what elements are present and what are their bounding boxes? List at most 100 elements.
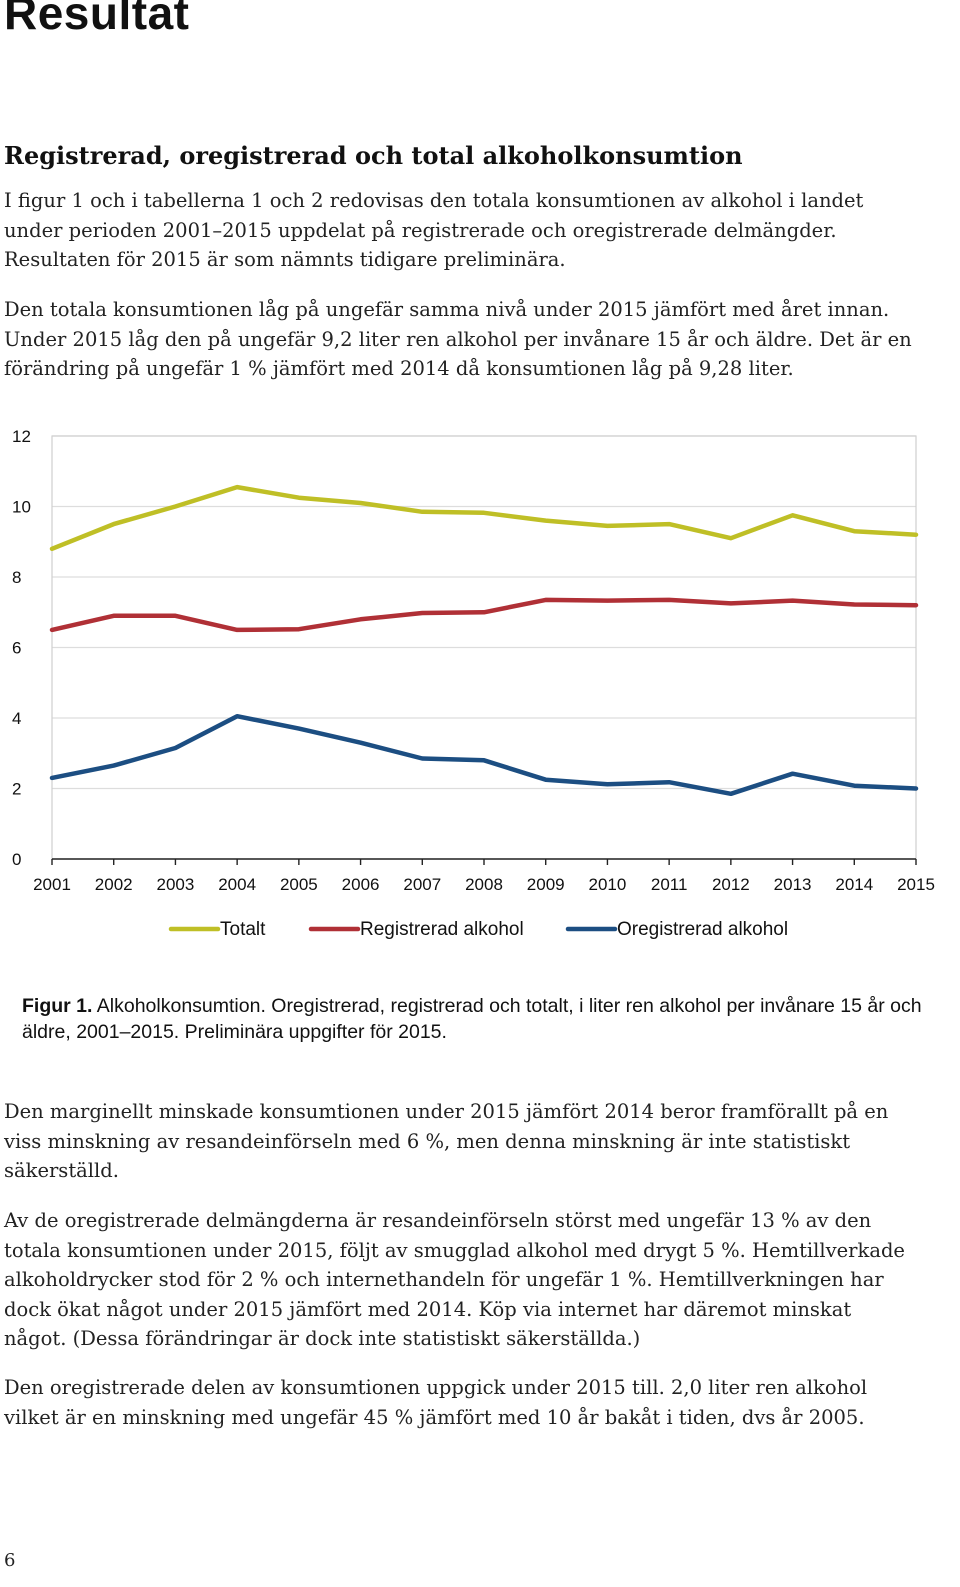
- y-tick-label: 2: [12, 780, 21, 799]
- paragraph-line: förändring på ungefär 1 % jämfört med 20…: [4, 357, 794, 380]
- page-number: 6: [4, 1550, 16, 1571]
- paragraph-line: viss minskning av resandeinförseln med 6…: [4, 1129, 851, 1153]
- paragraph-line: totala konsumtionen under 2015, följt av…: [4, 1238, 905, 1262]
- paragraph-line: Av de oregistrerade delmängderna är resa…: [4, 1209, 872, 1232]
- data-point: [111, 522, 116, 526]
- paragraph-line: alkoholdrycker stod för 2 % och internet…: [4, 1268, 884, 1291]
- page-title: Resultat: [4, 0, 190, 39]
- paragraph-line: Den totala konsumtionen låg på ungefär s…: [4, 298, 890, 321]
- section-heading: Registrerad, oregistrerad och total alko…: [4, 141, 743, 170]
- data-point: [667, 780, 671, 784]
- data-point: [914, 786, 918, 791]
- data-point: [235, 714, 239, 719]
- x-tick-label: 2001: [33, 875, 71, 894]
- paragraph-4: Av de oregistrerade delmängderna är resa…: [4, 1206, 954, 1354]
- data-point: [852, 783, 857, 788]
- data-point: [297, 495, 301, 500]
- y-tick-label: 4: [12, 709, 21, 728]
- paragraph-line: Den oregistrerade delen av konsumtionen …: [4, 1376, 868, 1399]
- data-point: [173, 504, 178, 509]
- paragraph-line: något. (Dessa förändringar är dock inte …: [4, 1327, 641, 1350]
- data-point: [358, 501, 363, 505]
- data-point: [482, 758, 486, 763]
- data-point: [297, 627, 301, 631]
- paragraph-line: vilket är en minskning med ungefär 45 % …: [4, 1405, 865, 1429]
- data-point: [543, 777, 548, 782]
- data-point: [482, 511, 486, 515]
- x-tick-label: 2011: [651, 875, 688, 894]
- data-point: [605, 598, 610, 603]
- paragraph-line: Resultaten för 2015 är som nämnts tidiga…: [4, 248, 566, 271]
- data-point: [358, 740, 363, 745]
- figure-caption: Figur 1. Alkoholkonsumtion. Oregistrerad…: [22, 993, 942, 1045]
- data-point: [790, 513, 795, 518]
- x-tick-label: 2003: [157, 875, 195, 894]
- data-point: [605, 782, 610, 787]
- data-point: [420, 611, 425, 615]
- x-tick-label: 2013: [774, 875, 812, 894]
- data-point: [297, 726, 301, 731]
- x-tick-label: 2007: [403, 875, 441, 894]
- caption-text: Alkoholkonsumtion. Oregistrerad, registr…: [22, 995, 922, 1043]
- series-line: [49, 713, 919, 797]
- x-tick-label: 2010: [589, 875, 627, 894]
- data-point: [790, 598, 795, 603]
- y-tick-label: 12: [12, 427, 31, 446]
- paragraph-line: dock ökat något under 2015 jämfört med 2…: [4, 1297, 852, 1321]
- data-point: [543, 598, 548, 602]
- data-point: [111, 613, 116, 618]
- paragraph-line: Under 2015 låg den på ungefär 9,2 liter …: [4, 327, 912, 351]
- y-tick-label: 10: [12, 498, 31, 517]
- series-line: [49, 484, 919, 552]
- series-line: [49, 597, 919, 633]
- x-tick-label: 2009: [527, 875, 565, 894]
- x-tick-label: 2012: [712, 875, 750, 894]
- data-point: [543, 518, 548, 523]
- caption-label: Figur 1.: [22, 995, 93, 1017]
- data-point: [235, 485, 239, 489]
- x-tick-label: 2015: [897, 875, 935, 894]
- data-point: [729, 536, 733, 541]
- data-point: [50, 628, 54, 632]
- data-point: [852, 602, 857, 607]
- data-point: [111, 763, 116, 768]
- paragraph-line: Den marginellt minskade konsumtionen und…: [4, 1100, 889, 1123]
- data-point: [50, 547, 54, 551]
- paragraph-1: I figur 1 och i tabellerna 1 och 2 redov…: [4, 186, 954, 275]
- y-tick-label: 8: [12, 568, 21, 587]
- legend-label: Oregistrerad alkohol: [617, 919, 788, 940]
- y-tick-label: 6: [12, 639, 21, 658]
- data-point: [914, 603, 918, 607]
- data-point: [358, 617, 363, 622]
- data-point: [482, 610, 486, 615]
- paragraph-line: säkerställd.: [4, 1159, 119, 1182]
- data-point: [852, 529, 857, 533]
- legend-label: Registrerad alkohol: [360, 919, 524, 940]
- x-tick-label: 2014: [835, 875, 873, 894]
- paragraph-5: Den oregistrerade delen av konsumtionen …: [4, 1373, 954, 1432]
- data-point: [729, 601, 733, 606]
- data-point: [50, 776, 54, 780]
- data-point: [667, 598, 671, 602]
- data-point: [729, 791, 733, 796]
- y-tick-label: 0: [12, 850, 21, 869]
- x-tick-label: 2004: [218, 875, 256, 894]
- paragraph-3: Den marginellt minskade konsumtionen und…: [4, 1097, 954, 1186]
- x-tick-label: 2006: [342, 875, 380, 894]
- data-point: [420, 509, 425, 514]
- data-point: [605, 524, 610, 528]
- legend-label: Totalt: [220, 919, 266, 940]
- data-point: [173, 746, 178, 750]
- paragraph-2: Den totala konsumtionen låg på ungefär s…: [4, 295, 954, 384]
- x-tick-label: 2008: [465, 875, 503, 894]
- paragraph-line: under perioden 2001–2015 uppdelat på reg…: [4, 218, 837, 242]
- data-point: [790, 771, 795, 776]
- paragraph-line: I figur 1 och i tabellerna 1 och 2 redov…: [4, 189, 864, 212]
- x-tick-label: 2002: [95, 875, 133, 894]
- data-point: [420, 756, 425, 761]
- data-point: [235, 628, 239, 632]
- line-chart: 0 2 4 6 8 10 12 2001 2002 2003 2004 2005 2006 2007 200…: [12, 427, 935, 940]
- data-point: [914, 532, 918, 537]
- data-point: [173, 613, 178, 618]
- x-tick-label: 2005: [280, 875, 318, 894]
